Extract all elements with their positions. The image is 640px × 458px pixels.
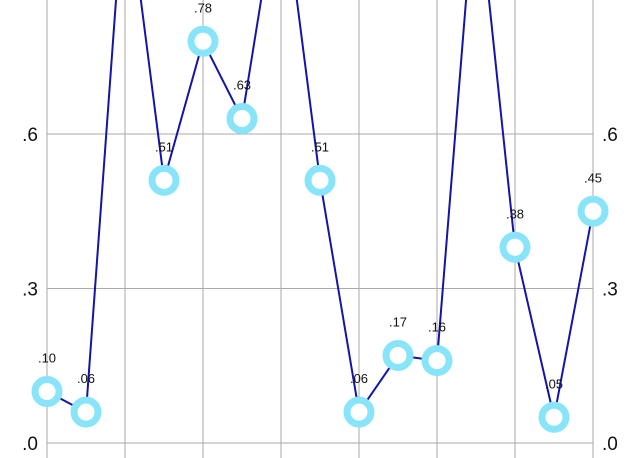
data-label: .05 (545, 376, 563, 391)
data-label: .78 (194, 0, 212, 15)
y-tick-label-left: .3 (22, 280, 38, 301)
data-label: .06 (350, 371, 368, 386)
y-tick-label-left: .0 (22, 434, 38, 455)
data-point-marker (499, 231, 531, 263)
data-label: .16 (428, 320, 446, 335)
data-point-marker (304, 164, 336, 196)
data-point-marker (70, 396, 102, 428)
data-point-marker (226, 103, 258, 135)
data-point-marker (187, 25, 219, 57)
data-labels: .10 .06 .51 .78 .63 .51 .06 .17 .16 .38 .05 .45 (38, 0, 602, 391)
data-label: .51 (311, 139, 329, 154)
y-tick-label-left: .6 (22, 125, 38, 146)
data-point-marker (421, 345, 453, 377)
data-point-marker (538, 401, 570, 433)
data-point-marker (382, 339, 414, 371)
data-point-marker (148, 164, 180, 196)
y-tick-label-right: .3 (602, 280, 618, 301)
data-label: .17 (389, 314, 407, 329)
data-label: .06 (77, 371, 95, 386)
data-point-marker (343, 396, 375, 428)
data-label: .10 (38, 351, 56, 366)
data-point-marker (31, 376, 63, 407)
data-label: .45 (584, 170, 602, 185)
y-tick-label-right: .0 (602, 434, 618, 455)
tick-labels: .0 .0 .3 .3 .6 .6 (22, 125, 618, 455)
data-label: .63 (233, 78, 251, 93)
data-points (31, 25, 609, 433)
data-label: .51 (155, 139, 173, 154)
y-tick-label-right: .6 (602, 125, 618, 146)
data-point-marker (577, 195, 609, 227)
data-label: .38 (506, 206, 524, 221)
grid-lines (46, 0, 594, 458)
